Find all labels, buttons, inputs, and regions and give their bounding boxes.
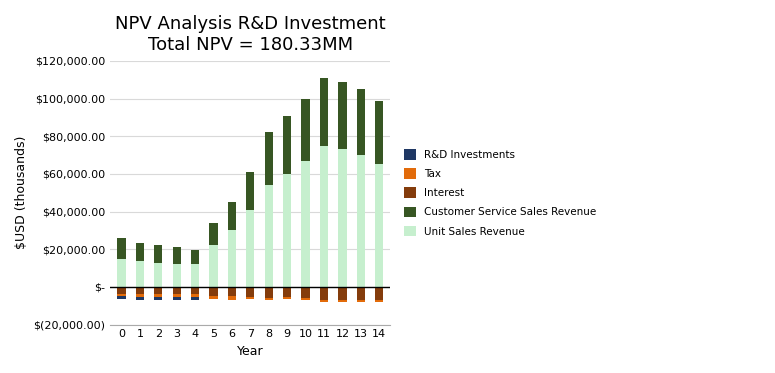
Bar	[173, 264, 181, 287]
Bar	[246, 172, 254, 210]
Bar	[264, 132, 273, 185]
Bar	[117, 238, 126, 258]
Bar	[283, 116, 291, 174]
Bar	[301, 98, 310, 161]
Bar	[228, 202, 236, 231]
Bar	[136, 261, 144, 287]
Bar	[136, 287, 144, 294]
X-axis label: Year: Year	[237, 345, 264, 358]
Bar	[136, 294, 144, 297]
Bar	[191, 250, 199, 264]
Bar	[191, 297, 199, 300]
Bar	[173, 287, 181, 294]
Bar	[375, 300, 384, 303]
Bar	[338, 300, 346, 302]
Bar	[154, 287, 163, 294]
Bar	[320, 287, 328, 300]
Title: NPV Analysis R&D Investment
Total NPV = 180.33MM: NPV Analysis R&D Investment Total NPV = …	[115, 15, 386, 54]
Bar	[209, 296, 218, 299]
Bar	[356, 287, 365, 300]
Bar	[173, 294, 181, 297]
Bar	[246, 210, 254, 287]
Bar	[117, 294, 126, 296]
Bar	[154, 297, 163, 300]
Bar	[356, 155, 365, 287]
Bar	[338, 82, 346, 150]
Bar	[264, 298, 273, 301]
Bar	[301, 161, 310, 287]
Bar	[191, 264, 199, 287]
Bar	[356, 300, 365, 303]
Bar	[338, 150, 346, 287]
Bar	[209, 245, 218, 287]
Bar	[320, 146, 328, 287]
Bar	[320, 78, 328, 146]
Bar	[209, 223, 218, 245]
Bar	[301, 298, 310, 300]
Bar	[173, 247, 181, 264]
Bar	[117, 287, 126, 294]
Bar	[375, 287, 384, 300]
Bar	[136, 297, 144, 300]
Bar	[246, 287, 254, 297]
Bar	[283, 287, 291, 297]
Bar	[246, 297, 254, 299]
Bar	[356, 89, 365, 155]
Bar	[154, 294, 163, 297]
Bar	[375, 163, 384, 287]
Bar	[320, 300, 328, 302]
Bar	[338, 287, 346, 300]
Bar	[117, 258, 126, 287]
Bar	[191, 287, 199, 294]
Bar	[228, 296, 236, 300]
Bar	[191, 294, 199, 297]
Legend: R&D Investments, Tax, Interest, Customer Service Sales Revenue, Unit Sales Reven: R&D Investments, Tax, Interest, Customer…	[398, 144, 602, 242]
Bar	[117, 296, 126, 299]
Bar	[283, 297, 291, 299]
Bar	[264, 185, 273, 287]
Bar	[283, 174, 291, 287]
Bar	[264, 287, 273, 298]
Bar	[375, 101, 384, 163]
Bar	[154, 245, 163, 263]
Bar	[209, 287, 218, 296]
Bar	[228, 231, 236, 287]
Bar	[154, 263, 163, 287]
Bar	[228, 287, 236, 296]
Bar	[173, 297, 181, 300]
Bar	[136, 243, 144, 261]
Bar	[301, 287, 310, 298]
Y-axis label: $USD (thousands): $USD (thousands)	[15, 136, 28, 250]
